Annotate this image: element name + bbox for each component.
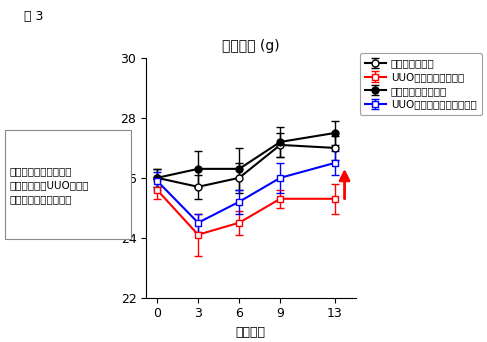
Legend: 正常＋普通饮食, UUO肾损伤＋普通饮食, 正常＋六君子汤饮食, UUO肾损伤＋六君子汤饮食: 正常＋普通饮食, UUO肾损伤＋普通饮食, 正常＋六君子汤饮食, UUO肾损伤＋…: [360, 53, 482, 115]
X-axis label: 术后天数: 术后天数: [236, 326, 266, 339]
Title: 小鼠体重 (g): 小鼠体重 (g): [222, 39, 280, 53]
Text: 通过摄取含六君子汤的
饮食，能抑制UUO肾功能
不全模型的体重下降。: 通过摄取含六君子汤的 饮食，能抑制UUO肾功能 不全模型的体重下降。: [10, 166, 89, 204]
Text: 図 3: 図 3: [24, 10, 44, 23]
